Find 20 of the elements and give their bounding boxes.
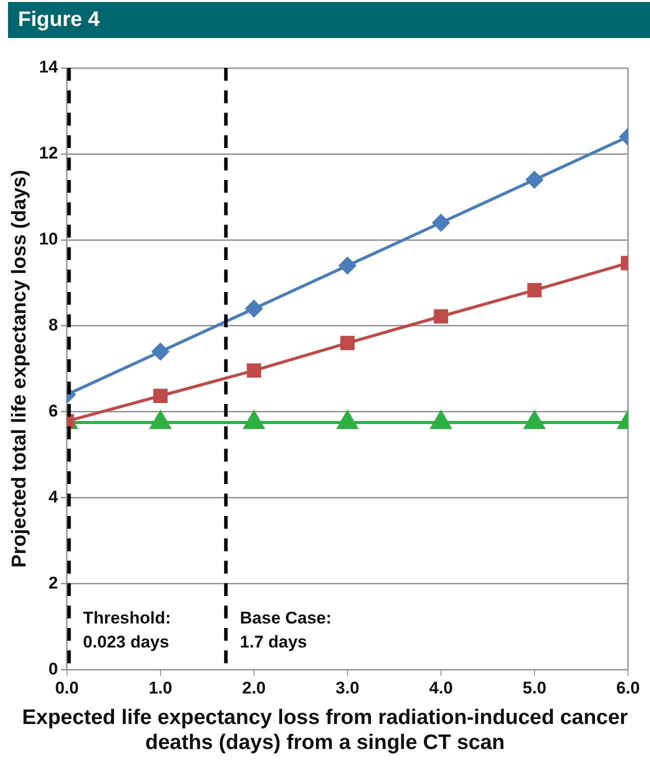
y-tick-label: 14 <box>38 58 58 77</box>
y-tick-label: 6 <box>48 401 58 420</box>
ref-line-label: Threshold: 0.023 days <box>83 608 171 652</box>
x-tick-label: 2.0 <box>242 678 266 698</box>
y-tick-label: 4 <box>48 487 58 506</box>
x-tick-label: 1.0 <box>148 678 172 698</box>
x-tick-label: 3.0 <box>336 678 360 698</box>
y-tick-label: 2 <box>48 573 58 592</box>
y-tick-label: 10 <box>38 230 58 249</box>
x-axis-title: Expected life expectancy loss from radiation-induced cancer deaths (days) from a single CT scan <box>21 705 629 755</box>
y-tick-label: 8 <box>48 316 58 335</box>
x-tick-label: 4.0 <box>429 678 453 698</box>
y-tick-label: 0 <box>48 659 58 678</box>
x-tick-label: 6.0 <box>616 678 640 698</box>
y-tick-label: 12 <box>38 144 58 163</box>
ref-line-label: Base Case: 1.7 days <box>240 608 332 652</box>
chart-title: Figure 4 <box>18 8 100 32</box>
y-axis-title: Projected total life expectancy loss (days) <box>8 170 31 568</box>
x-tick-label: 0.0 <box>55 678 79 698</box>
x-tick-label: 5.0 <box>522 678 546 698</box>
